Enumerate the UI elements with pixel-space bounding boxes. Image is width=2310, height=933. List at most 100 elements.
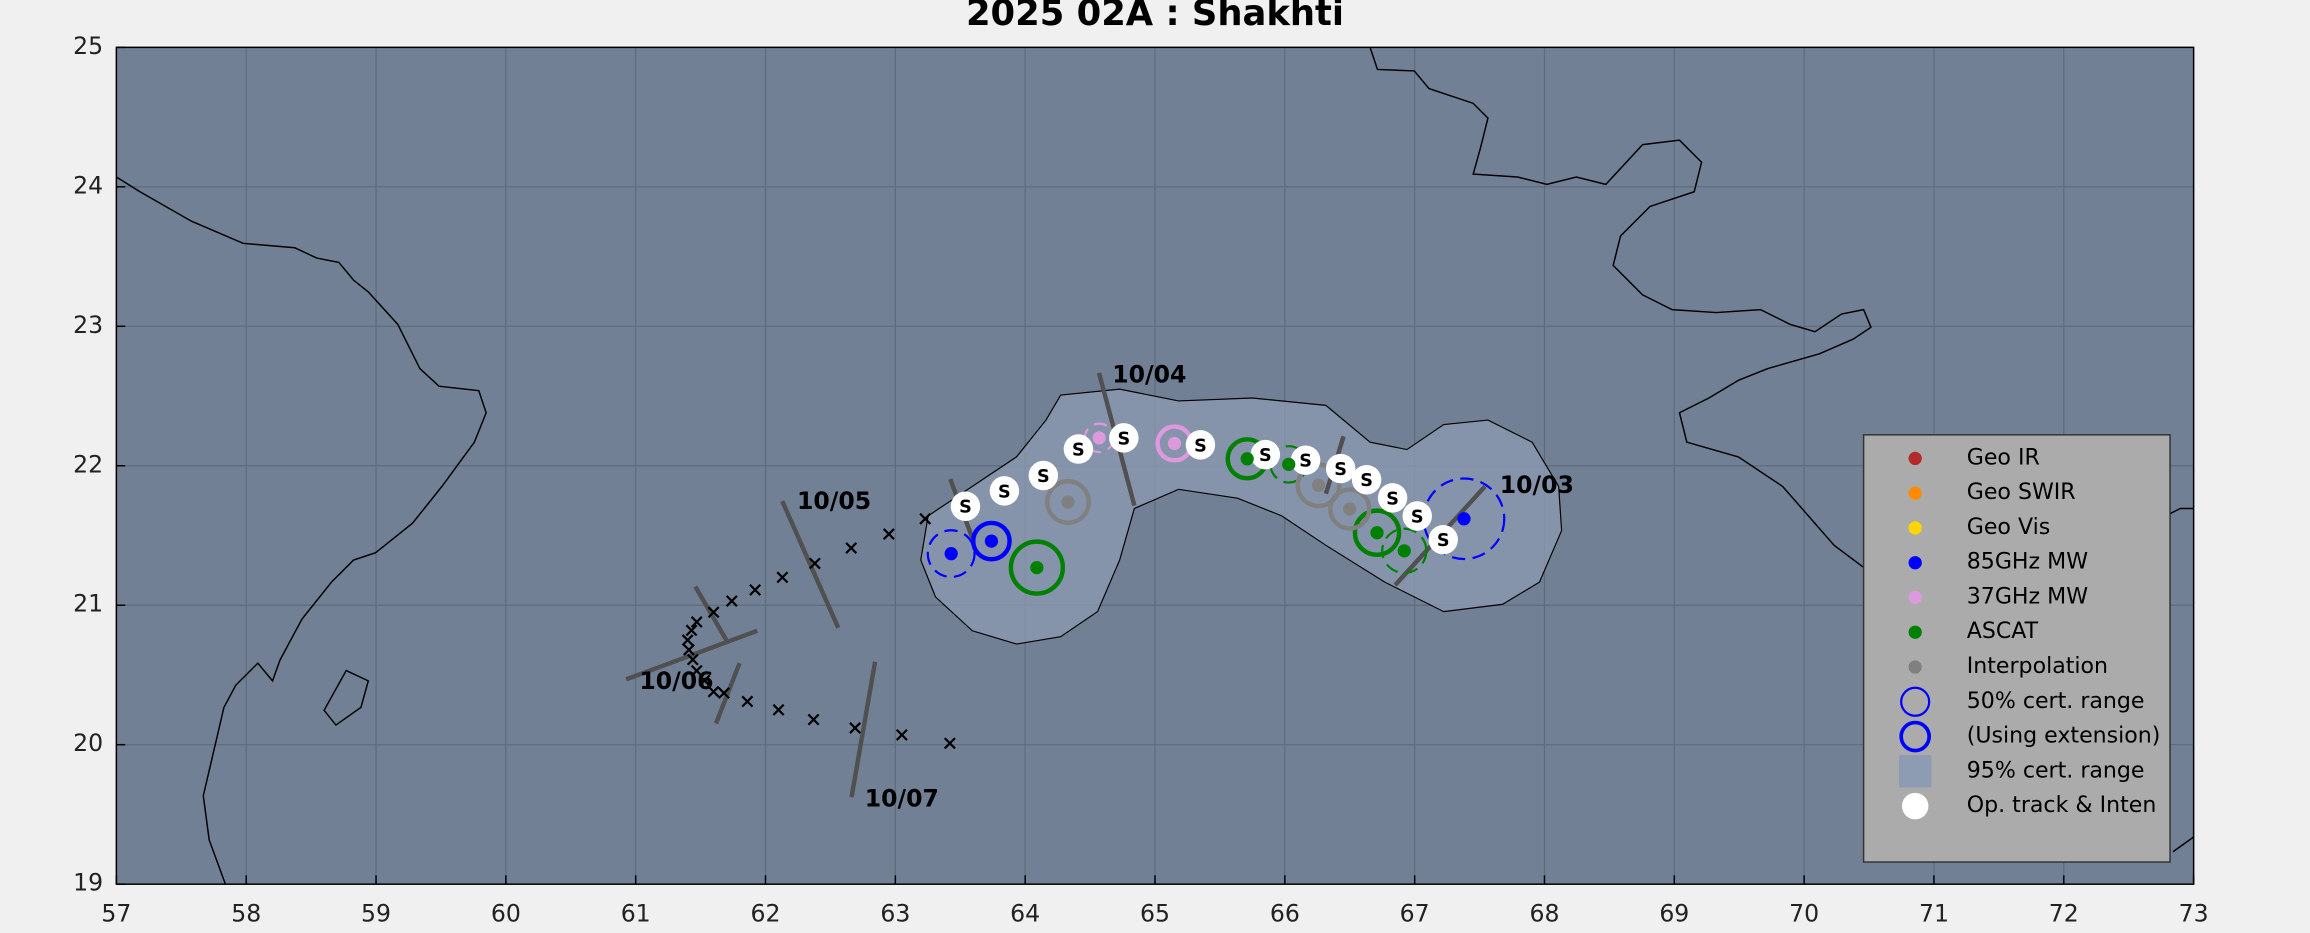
legend-label: Interpolation (1967, 653, 2108, 679)
legend-marker (1908, 660, 1922, 674)
track-point (1028, 460, 1059, 491)
track-point (1402, 501, 1432, 531)
forecast-point (690, 616, 703, 628)
track-point (1290, 445, 1321, 475)
x-tick-label: 69 (1659, 900, 1689, 928)
coastlines (115, 47, 2195, 885)
forecast-point (698, 674, 711, 687)
x-tick-label: 62 (751, 900, 781, 928)
certainty-circle (926, 529, 976, 579)
intensity-label: S (959, 498, 972, 518)
intensity-label: S (1072, 441, 1085, 461)
legend-label: 95% cert. range (1967, 757, 2145, 783)
fix-point (1457, 512, 1471, 526)
date-labels: 10/03 10/04 10/05 10/06 10/07 (639, 360, 1574, 812)
legend-label: Geo IR (1967, 444, 2040, 470)
x-tick-label: 63 (880, 900, 910, 928)
fix-point (1167, 436, 1182, 451)
certainty-circle (1381, 527, 1428, 575)
y-tick-label: 24 (73, 171, 103, 199)
track-point (1185, 430, 1216, 460)
x-tick-label: 59 (361, 900, 391, 928)
fix-point (1240, 452, 1254, 466)
fix-point (1370, 526, 1384, 540)
legend-marker (1898, 755, 1932, 788)
fix-point (1061, 495, 1075, 509)
forecast-point (849, 722, 862, 734)
date-label: 10/06 (639, 667, 713, 695)
forecast-point (682, 643, 695, 656)
intensity-label: S (1037, 467, 1050, 487)
certainty-circle (1352, 508, 1402, 557)
forecast-point (895, 728, 908, 741)
legend-marker (1908, 451, 1922, 466)
y-tick-label: 23 (73, 311, 103, 339)
legend-label: 50% cert. range (1967, 688, 2145, 714)
legend-label: Geo SWIR (1967, 479, 2076, 505)
y-tick-label: 25 (73, 32, 103, 60)
legend-marker (1908, 625, 1922, 639)
forecast-point (741, 695, 754, 708)
forecast-point (690, 664, 703, 677)
forecast-point (776, 571, 789, 584)
date-line (625, 628, 759, 682)
date-label: 10/04 (1112, 360, 1186, 388)
forecast-point (707, 685, 720, 698)
x-tick-label: 68 (1529, 900, 1559, 928)
x-tick-label: 70 (1789, 900, 1819, 928)
intensity-label: S (1411, 507, 1424, 527)
coastline (1369, 47, 2194, 576)
intensity-label: S (1117, 429, 1130, 449)
forecast-point (845, 542, 858, 554)
legend-label: Op. track & Inten (1967, 792, 2157, 818)
track-point (989, 476, 1020, 506)
y-tick-label: 20 (73, 729, 103, 757)
forecast-point (686, 653, 699, 666)
coastline (115, 176, 487, 885)
intensity-label: S (1299, 452, 1312, 472)
legend-marker (1908, 590, 1922, 605)
fix-point (944, 546, 958, 561)
forecast-point (681, 634, 694, 647)
track-point (1250, 439, 1281, 470)
forecast-point (919, 512, 932, 525)
island (323, 669, 370, 727)
forecast-point (772, 703, 785, 716)
certainty-circle (1045, 479, 1091, 526)
legend-marker (1901, 792, 1929, 820)
intensity-label: S (1259, 446, 1272, 466)
track-point (1063, 434, 1094, 464)
legend-marker (1900, 686, 1931, 717)
y-tick-label: 19 (73, 869, 103, 897)
intensity-label: S (998, 482, 1011, 502)
fix-point (1282, 457, 1296, 471)
legend-marker (1908, 521, 1922, 535)
x-tick-label: 66 (1270, 900, 1300, 928)
certainty-circle (971, 520, 1012, 562)
legend-label: ASCAT (1967, 618, 2039, 644)
axes: 57 58 59 60 61 62 63 64 65 66 67 68 69 70 71 72 73 19 20 21… (73, 32, 2208, 928)
track-point (950, 491, 981, 521)
x-tick-label: 73 (2179, 900, 2209, 928)
forecast-point (749, 583, 762, 596)
x-tick-label: 60 (491, 900, 521, 928)
legend-marker (1908, 486, 1922, 500)
x-tick-label: 61 (621, 900, 651, 928)
track-point (1377, 483, 1408, 513)
forecast-point (707, 606, 720, 619)
forecast-point (882, 528, 895, 541)
fix-point (1311, 478, 1326, 492)
intensity-label: S (1194, 436, 1207, 456)
coastline (2172, 836, 2195, 853)
date-line (713, 662, 742, 725)
forecast-point (718, 687, 730, 700)
date-label: 10/07 (865, 785, 939, 813)
x-tick-label: 71 (1919, 900, 1949, 928)
legend-label: 85GHz MW (1967, 549, 2088, 575)
x-tick-label: 58 (231, 900, 261, 928)
forecast-point (725, 595, 738, 607)
fix-point (984, 534, 999, 548)
forecast-point (943, 737, 956, 750)
